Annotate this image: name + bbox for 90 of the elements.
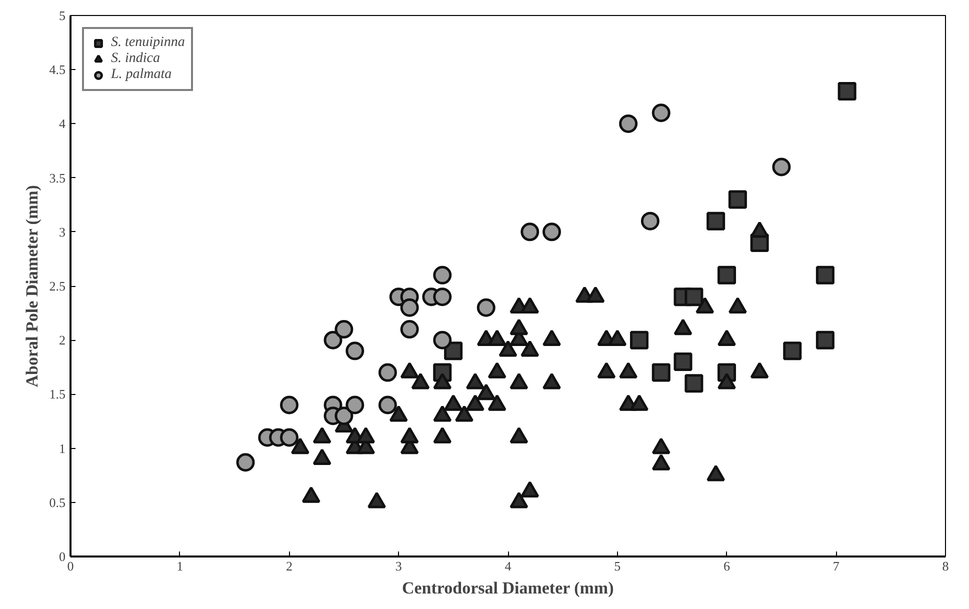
y-tick-label: 1 <box>59 440 66 456</box>
point <box>706 212 726 230</box>
point <box>312 448 332 465</box>
point <box>510 318 528 336</box>
y-axis-title: Aboral Pole Diameter (mm) <box>22 185 42 388</box>
point <box>466 394 484 411</box>
x-tick-label: 3 <box>395 558 402 574</box>
point <box>630 394 648 411</box>
point <box>324 330 342 350</box>
point <box>520 297 540 314</box>
y-tick-label: 1.5 <box>49 386 66 402</box>
point <box>368 492 386 508</box>
point <box>312 426 332 444</box>
point <box>444 394 463 411</box>
point <box>488 330 506 346</box>
point <box>476 298 496 317</box>
point <box>433 266 452 284</box>
legend-label: S. indica <box>111 51 160 67</box>
point <box>586 286 605 303</box>
y-tick-label: 5 <box>59 8 66 23</box>
point <box>520 340 540 357</box>
x-tick-label: 5 <box>614 558 621 574</box>
legend-label: L. palmata <box>111 67 172 83</box>
point <box>652 438 670 454</box>
point <box>597 362 616 378</box>
y-tick-label: 4 <box>59 116 66 132</box>
point <box>718 372 736 390</box>
point <box>400 426 419 444</box>
point <box>542 372 561 390</box>
point <box>706 464 726 482</box>
x-tick-label: 1 <box>176 558 184 574</box>
y-tick-label: 2 <box>59 332 66 348</box>
point <box>520 222 540 242</box>
point <box>630 330 648 350</box>
point <box>652 454 670 470</box>
y-tick-label: 3 <box>59 224 66 240</box>
point <box>718 330 736 346</box>
point <box>542 330 561 346</box>
x-axis-title: Centrodorsal Diameter (mm) <box>402 578 614 598</box>
point <box>433 372 452 390</box>
point <box>433 405 452 422</box>
point <box>356 426 376 444</box>
y-tick-label: 2.5 <box>49 278 66 294</box>
point <box>520 481 540 498</box>
x-tick-label: 2 <box>286 558 292 574</box>
point <box>696 297 714 314</box>
point <box>640 212 660 230</box>
point <box>411 372 430 390</box>
point <box>674 318 692 336</box>
point <box>400 298 419 317</box>
x-tick-label: 7 <box>832 558 840 574</box>
x-tick-label: 6 <box>724 558 730 574</box>
point <box>455 405 474 422</box>
point <box>488 362 506 378</box>
y-tick-label: 0 <box>59 549 66 564</box>
x-tick-label: 4 <box>504 558 512 574</box>
point <box>750 362 769 378</box>
point <box>772 158 791 176</box>
point <box>816 266 834 284</box>
point <box>433 330 452 350</box>
point <box>510 426 528 444</box>
point <box>619 362 638 378</box>
point <box>608 330 627 346</box>
y-tick-label: 3.5 <box>49 170 66 186</box>
point <box>498 340 518 357</box>
point <box>433 288 452 306</box>
y-tick-label: 0.5 <box>49 494 66 510</box>
point <box>728 297 747 314</box>
point <box>302 486 320 503</box>
point <box>400 362 419 378</box>
point <box>684 288 704 306</box>
x-tick-label: 8 <box>942 558 949 574</box>
point <box>838 82 856 100</box>
point <box>389 405 408 422</box>
point <box>433 426 452 444</box>
point <box>652 104 670 122</box>
point <box>488 394 506 411</box>
point <box>476 384 496 400</box>
point <box>816 330 834 350</box>
legend-label: S. tenuipinna <box>111 35 185 51</box>
point <box>510 492 528 508</box>
y-tick-label: 4.5 <box>49 62 66 78</box>
point <box>542 222 561 242</box>
point <box>718 266 736 284</box>
point <box>619 114 638 133</box>
point <box>674 352 692 371</box>
point <box>728 190 747 209</box>
point <box>290 438 310 454</box>
point <box>510 372 528 390</box>
point <box>466 372 484 390</box>
